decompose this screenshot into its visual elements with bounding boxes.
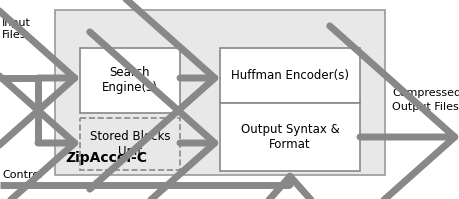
Text: Huffman Encoder(s): Huffman Encoder(s) <box>230 69 348 82</box>
Text: Input
Files: Input Files <box>2 18 31 40</box>
Text: Control: Control <box>2 170 42 180</box>
Bar <box>80 118 179 170</box>
Bar <box>219 103 359 171</box>
Text: Search
Engine(s): Search Engine(s) <box>102 66 157 95</box>
Text: ZipAccel-C: ZipAccel-C <box>65 151 147 165</box>
Text: Output Syntax &
Format: Output Syntax & Format <box>240 123 339 151</box>
Bar <box>219 48 359 103</box>
Text: Compressed
Output Files: Compressed Output Files <box>391 88 459 112</box>
Bar <box>55 10 384 175</box>
Bar <box>80 48 179 113</box>
Text: Stored Blocks
Unit: Stored Blocks Unit <box>90 130 170 158</box>
